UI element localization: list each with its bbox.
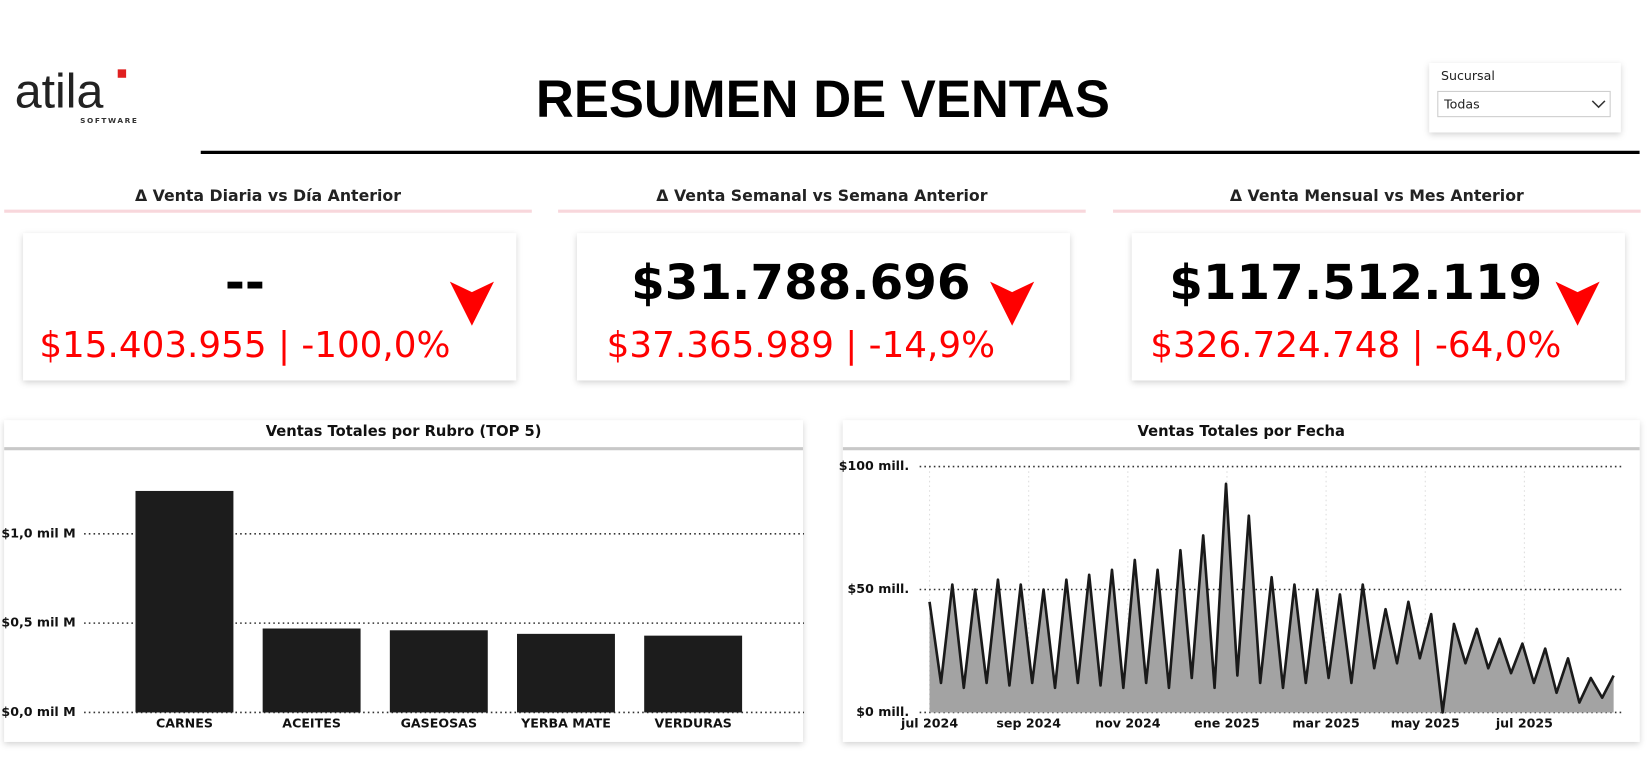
bar <box>389 630 488 713</box>
down-arrow <box>449 281 494 326</box>
kpi-card <box>1131 233 1625 381</box>
kpi-value: $31.788.696 <box>631 255 970 311</box>
kpi-comparison: $326.724.748 | -64,0% <box>1150 325 1561 366</box>
chart-title: Ventas Totales por Fecha <box>1138 423 1345 440</box>
kpi-3: Δ Venta Mensual vs Mes Anterior $117.512… <box>1113 186 1641 381</box>
dropdown-value[interactable]: Todas <box>1443 97 1480 112</box>
slicer-label: Sucursal <box>1441 68 1495 83</box>
kpi-card <box>577 233 1070 381</box>
line <box>928 482 1615 714</box>
x-tick-label: ene 2025 <box>1194 716 1260 731</box>
x-tick-label: GASEOSAS <box>401 716 477 731</box>
kpi-value: $117.512.119 <box>1169 255 1542 311</box>
chart-title: Ventas Totales por Rubro (TOP 5) <box>266 423 542 440</box>
y-tick-label: $0 mill. <box>856 704 909 719</box>
kpi-title: Δ Venta Diaria vs Día Anterior <box>135 186 401 205</box>
kpi-value: -- <box>225 255 265 311</box>
kpi-title: Δ Venta Mensual vs Mes Anterior <box>1230 186 1524 205</box>
kpi-comparison: $37.365.989 | -14,9% <box>607 325 995 366</box>
charts: $0,0 mil M $0,5 mil M $1,0 mil M CARNES ACEI… <box>1 458 1624 731</box>
bar <box>135 490 234 713</box>
x-tick-label: nov 2024 <box>1095 716 1161 731</box>
x-tick-label: sep 2024 <box>996 716 1061 731</box>
kpi-comparison: $15.403.955 | -100,0% <box>39 325 450 366</box>
bar <box>517 633 615 713</box>
kpi-2: Δ Venta Semanal vs Semana Anterior $31.7… <box>558 186 1086 381</box>
y-tick-label: $0,0 mil M <box>1 704 75 719</box>
logo-dot <box>117 69 127 78</box>
slicer-dropdown[interactable]: Todas <box>1437 90 1611 118</box>
down-arrow <box>990 281 1035 326</box>
x-tick-label: may 2025 <box>1391 716 1460 731</box>
kpi-card <box>23 233 517 381</box>
dropdown-box[interactable] <box>1437 90 1611 118</box>
page-title: RESUMEN DE VENTAS <box>536 70 1110 129</box>
x-tick-label: mar 2025 <box>1292 716 1359 731</box>
kpi-1: Δ Venta Diaria vs Día Anterior -- $15.40… <box>4 186 532 381</box>
area-fill <box>929 483 1614 713</box>
y-tick-label: $1,0 mil M <box>1 525 75 540</box>
dropdown-chevron[interactable] <box>1591 100 1606 109</box>
x-tick-label: jul 2025 <box>1495 716 1553 731</box>
x-tick-label: VERDURAS <box>654 716 731 731</box>
bar <box>644 635 743 713</box>
y-tick-label: $100 mill. <box>839 458 909 473</box>
logo: atila <box>15 64 104 118</box>
x-tick-label: jul 2024 <box>900 716 958 731</box>
kpi-title: Δ Venta Semanal vs Semana Anterior <box>656 186 987 205</box>
logo-sub: SOFTWARE <box>80 116 138 125</box>
bar <box>262 628 361 713</box>
x-tick-label: YERBA MATE <box>520 716 611 731</box>
y-tick-label: $50 mill. <box>848 581 910 596</box>
y-tick-label: $0,5 mil M <box>1 615 75 630</box>
x-tick-label: ACEITES <box>282 716 341 731</box>
x-tick-label: CARNES <box>156 716 213 731</box>
down-arrow <box>1555 281 1600 326</box>
